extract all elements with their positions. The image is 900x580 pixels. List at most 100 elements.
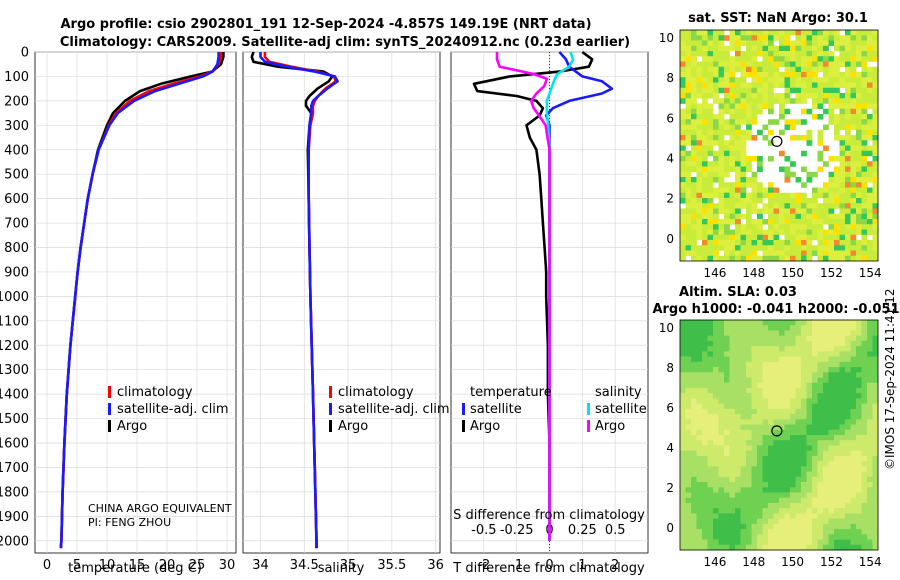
legend-swatch-t-sat [462,403,465,415]
map-cell [867,534,873,540]
map-cell [735,372,741,378]
map-cell [735,320,741,326]
map-cell [718,403,725,410]
map-cell [757,372,763,378]
map-cell [696,72,703,78]
map-cell [713,240,719,246]
sla-map-title-line1: Altim. SLA: 0.03 [679,285,797,300]
map-cell [823,450,829,457]
map-cell [779,213,785,220]
map-cell [680,408,686,415]
map-cell [872,330,879,336]
map-cell [713,229,719,236]
map-cell [680,419,686,425]
map-cell [867,497,873,504]
map-cell [724,51,730,57]
map-cell [872,203,879,209]
map-cell [702,187,708,194]
map-cell [861,466,868,472]
map-cell [707,192,714,199]
depth-tick-labels: 0100200300400500600700800900100011001200… [0,46,29,550]
map-cell [768,219,774,225]
map-cell [751,492,758,499]
lat-tick-label: 8 [666,71,674,85]
map-cell [801,203,807,209]
map-cell [823,145,829,152]
map-cell [867,398,873,404]
map-cell [867,429,873,436]
map-cell [834,82,840,89]
map-cell [850,424,857,431]
map-cell [702,30,708,36]
map-cell [735,403,741,410]
map-cell [762,539,769,546]
map-cell [828,325,835,331]
map-cell [707,219,714,225]
map-cell [685,161,692,167]
map-cell [740,245,747,251]
map-cell [751,177,758,183]
map-cell [713,156,719,162]
map-cell [729,198,736,204]
map-cell [729,497,736,504]
map-cell [773,372,780,378]
map-cell [740,429,747,436]
map-cell [834,77,840,83]
map-cell [735,382,741,389]
map-cell [702,224,708,230]
map-cell [713,219,719,225]
map-cell [713,408,719,415]
legend-swatch-argo [108,420,111,432]
map-cell [812,45,818,52]
map-cell [751,208,758,215]
map-cell [834,346,840,352]
map-cell [718,544,725,551]
map-cell [735,250,741,257]
map-cell [856,208,862,215]
map-cell [685,351,692,357]
map-cell [828,87,835,94]
map-cell [702,93,708,99]
map-cell [724,513,730,519]
map-cell [702,482,708,488]
map-cell [735,229,741,236]
map-cell [680,320,686,326]
map-cell [779,108,785,115]
map-cell [872,250,879,257]
map-cell [724,87,730,94]
map-cell [861,66,868,73]
map-cell [685,534,692,540]
map-cell [757,335,763,342]
map-cell [867,424,873,431]
map-cell [856,523,862,530]
map-cell [680,108,686,115]
map-cell [713,140,719,146]
map-cell [768,539,774,546]
map-cell [856,455,862,462]
map-cell [867,103,873,110]
map-cell [773,419,780,425]
map-cell [713,482,719,488]
map-cell [680,187,686,194]
map-cell [713,424,719,431]
map-cell [790,544,796,551]
map-cell [817,346,824,352]
map-cell [757,382,763,389]
map-cell [696,330,703,336]
map-cell [784,234,791,241]
map-cell [828,51,835,57]
map-cell [740,351,747,357]
map-cell [718,108,725,115]
map-cell [713,72,719,78]
map-cell [867,145,873,152]
map-cell [768,240,774,246]
map-cell [823,219,829,225]
map-cell [828,393,835,399]
map-cell [713,351,719,357]
map-cell [867,544,873,551]
map-cell [861,387,868,394]
map-cell [729,82,736,89]
map-cell [680,346,686,352]
map-cell [691,377,697,384]
map-cell [702,356,708,363]
